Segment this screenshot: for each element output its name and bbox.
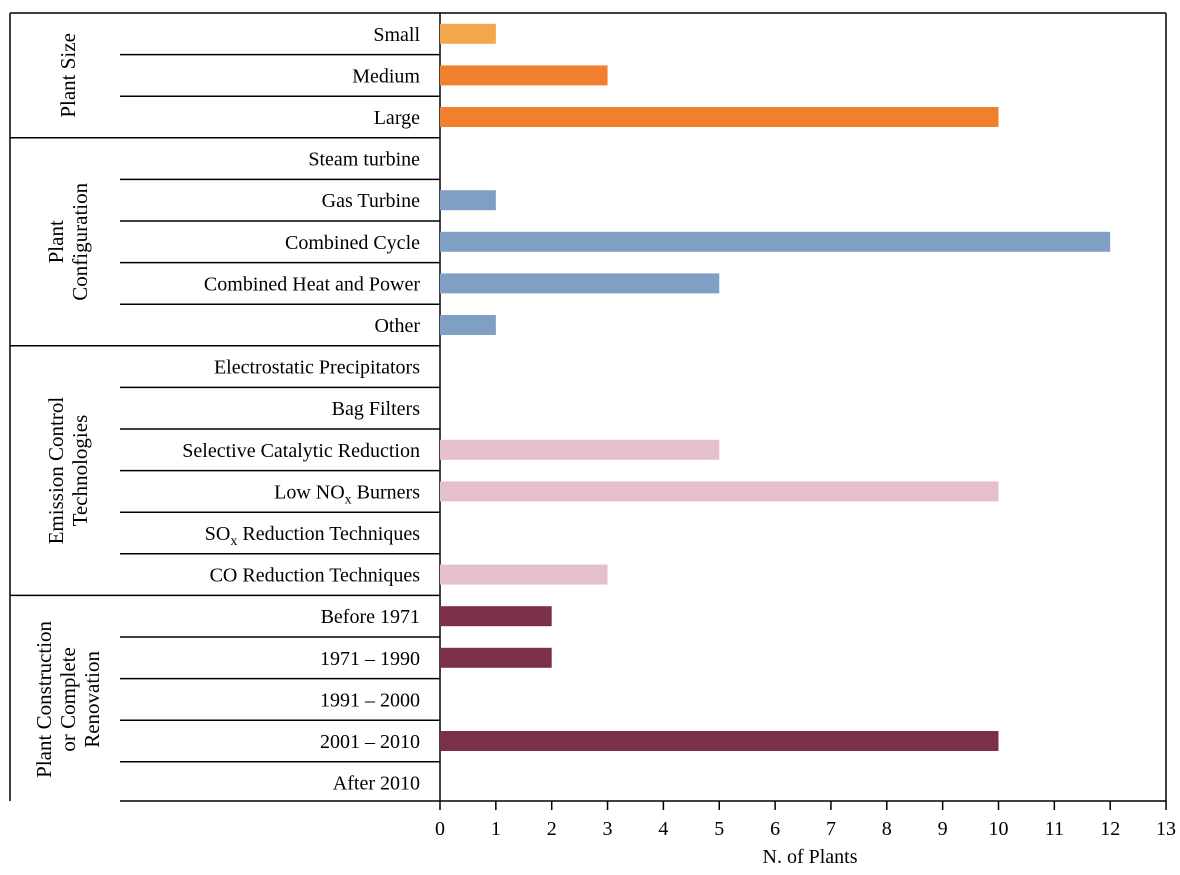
category-label: After 2010 [333,773,420,795]
x-tick-label: 4 [658,818,668,840]
bar [440,190,496,211]
category-label: 1971 – 1990 [320,648,420,670]
category-label: Selective Catalytic Reduction [182,440,420,462]
bar [440,23,496,44]
category-label: Other [374,315,420,337]
x-tick-label: 10 [989,818,1009,840]
x-tick-label: 13 [1156,818,1176,840]
x-tick-label: 3 [603,818,613,840]
category-label: Small [373,24,420,46]
bar [440,647,552,668]
category-label: Medium [352,65,420,87]
category-label: Combined Heat and Power [204,273,420,295]
bars [440,23,1111,751]
x-tick-label: 0 [435,818,445,840]
x-tick-label: 1 [491,818,501,840]
bar [440,564,608,585]
category-label: Large [374,107,420,129]
category-label: 2001 – 2010 [320,731,420,753]
x-tick-label: 11 [1045,818,1064,840]
group-label: Emission ControlTechnologies [44,397,92,545]
bar [440,107,999,127]
x-tick-label: 8 [882,818,892,840]
x-tick-label: 6 [770,818,780,840]
x-axis: 0 1 2 3 4 5 6 7 8 9 10 11 12 13 [435,801,1176,840]
category-labels: Small Medium Large Steam turbine Gas Turbine… [182,24,420,795]
category-label: SOx Reduction Techniques [205,523,420,549]
bar [440,315,496,335]
x-axis-title: N. of Plants [763,846,858,868]
group-label: PlantConfiguration [44,182,92,300]
group-labels: Plant Size PlantConfiguration Emission Con… [32,33,104,778]
group-label: Plant Constructionor CompleteRenovation [32,620,104,777]
x-tick-label: 9 [938,818,948,840]
x-tick-label: 5 [714,818,724,840]
x-tick-label: 2 [547,818,557,840]
category-label: Bag Filters [332,398,421,420]
bar [440,731,999,751]
category-label: Low NOx Burners [274,481,420,507]
bar [440,439,720,460]
x-tick-label: 12 [1100,818,1120,840]
group-label: Plant Size [56,33,80,118]
bar [440,606,552,627]
x-tick-label: 7 [826,818,836,840]
bar [440,65,608,86]
category-label: Before 1971 [321,606,420,628]
category-label: Electrostatic Precipitators [214,357,420,379]
bar [440,273,720,294]
category-label: 1991 – 2000 [320,689,420,711]
bar [440,231,1111,252]
bar [440,481,999,502]
category-label: Gas Turbine [322,190,420,212]
category-label: CO Reduction Techniques [210,565,421,587]
category-label: Steam turbine [308,149,420,171]
category-label: Combined Cycle [285,232,420,254]
chart-frame [9,12,1167,802]
